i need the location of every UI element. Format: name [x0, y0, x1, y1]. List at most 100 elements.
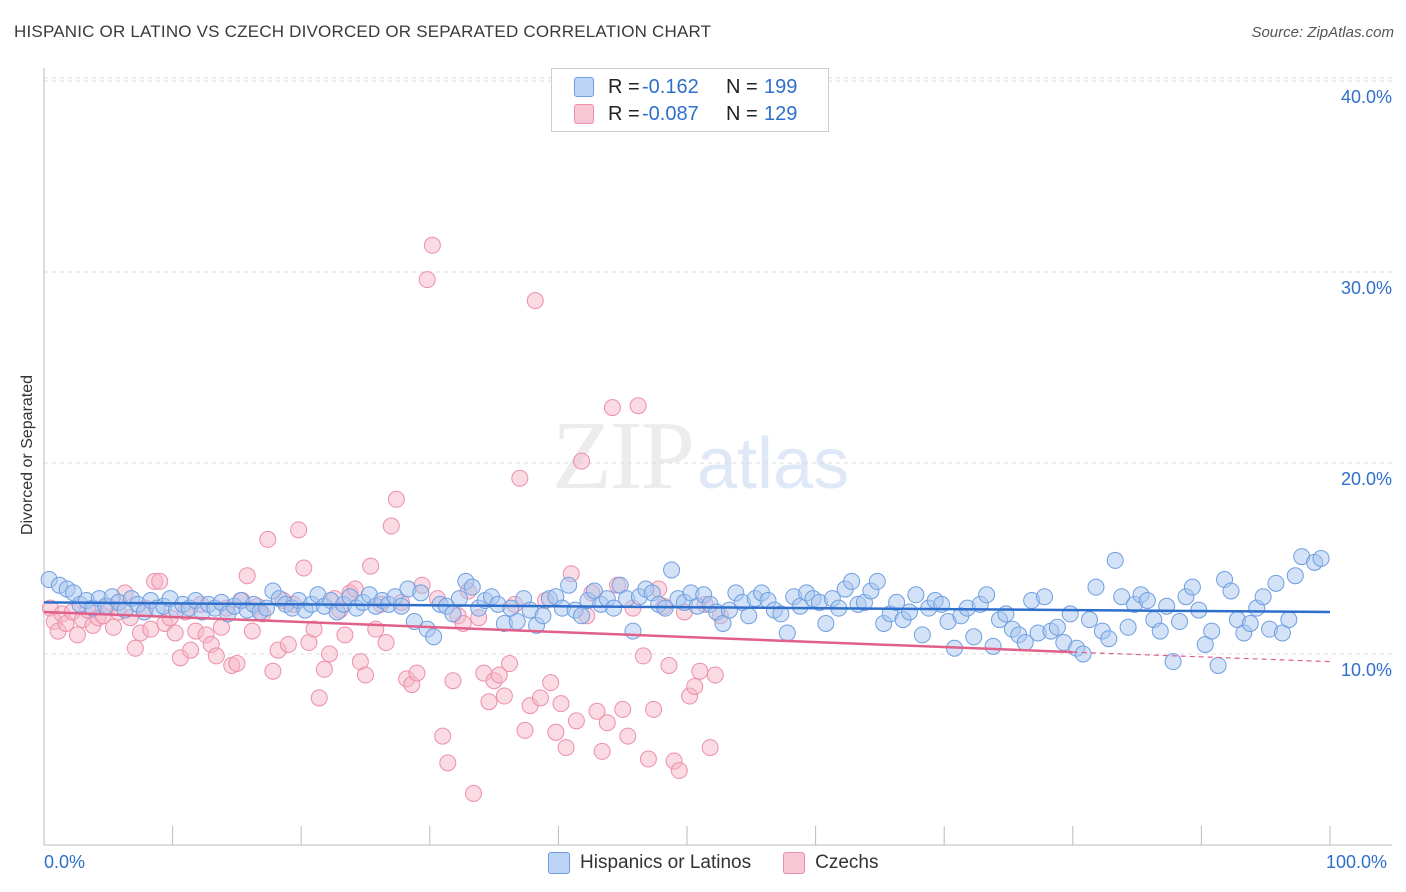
hispanic-point	[463, 578, 481, 596]
hispanic-point	[1138, 592, 1156, 610]
y-tick-label-20: 20.0%	[1340, 469, 1392, 489]
y-tick-label-30: 30.0%	[1340, 278, 1392, 298]
hispanic-point	[1209, 656, 1227, 674]
chart-title: HISPANIC OR LATINO VS CZECH DIVORCED OR …	[14, 22, 712, 41]
correlation-legend: R = -0.162 N = 199 R = -0.087 N = 129	[551, 68, 829, 132]
hispanic-point	[1312, 550, 1330, 567]
hispanic-point	[965, 628, 983, 646]
czech-point	[315, 660, 333, 678]
czech-point	[290, 521, 308, 539]
hispanic-point	[1171, 613, 1189, 631]
hispanic-point	[1241, 614, 1259, 632]
czech-point	[701, 739, 719, 757]
czech-point	[243, 622, 261, 640]
hispanic-point	[534, 607, 552, 625]
pink-swatch-icon	[783, 852, 806, 874]
czech-trend-line	[43, 610, 1073, 654]
hispanic-point	[573, 607, 591, 625]
czech-point	[336, 626, 354, 644]
czech-point	[166, 624, 184, 642]
legend-label-czechs: Czechs	[815, 852, 879, 873]
hispanic-point	[868, 572, 886, 590]
hispanic-point	[425, 628, 443, 646]
czech-point	[573, 452, 591, 470]
hispanic-point	[605, 599, 623, 617]
czech-point	[495, 687, 513, 705]
legend-row-blue: R = -0.162 N = 199	[574, 76, 797, 98]
czech-point	[501, 655, 519, 673]
czech-point	[238, 567, 256, 585]
r-label: R =	[608, 102, 640, 125]
czech-point	[465, 784, 483, 802]
y-tick-label-10: 10.0%	[1340, 660, 1392, 680]
legend-row-pink: R = -0.087 N = 129	[574, 103, 797, 125]
czech-point	[614, 700, 632, 718]
czech-point	[634, 647, 652, 665]
hispanic-point	[412, 584, 430, 602]
legend-item-hispanics: Hispanics or Latinos	[548, 852, 751, 874]
czech-point	[126, 639, 144, 657]
czech-point	[387, 490, 405, 508]
hispanic-point	[450, 590, 468, 608]
hispanic-point	[1106, 551, 1124, 569]
y-tick-label-40: 40.0%	[1340, 87, 1392, 107]
hispanic-point	[978, 586, 996, 604]
hispanic-point	[663, 561, 681, 579]
czech-point	[511, 469, 529, 487]
czech-point	[320, 645, 338, 663]
czech-point	[547, 723, 565, 741]
czech-point	[516, 721, 534, 739]
hispanic-point	[444, 605, 462, 623]
czech-point	[207, 647, 225, 665]
hispanic-point	[1286, 567, 1304, 585]
czech-point	[259, 530, 277, 548]
hispanic-point	[1151, 622, 1169, 640]
czech-point	[691, 662, 709, 680]
czech-point	[670, 762, 688, 780]
hispanic-point	[1081, 611, 1099, 629]
czech-point	[567, 712, 585, 730]
czech-point	[619, 727, 637, 745]
czech-point	[480, 693, 498, 711]
czech-point	[362, 557, 380, 575]
czech-point	[182, 641, 200, 659]
czech-point	[279, 635, 297, 653]
czech-point	[423, 236, 441, 254]
hispanic-point	[913, 626, 931, 644]
blue-swatch-icon	[574, 77, 594, 97]
r-label: R =	[608, 75, 640, 98]
hispanic-point	[1222, 582, 1240, 600]
czech-point	[526, 292, 544, 310]
czech-point	[408, 664, 426, 682]
hispanic-point	[778, 624, 796, 642]
czech-point	[228, 655, 246, 673]
czech-point	[310, 689, 328, 707]
czech-point	[439, 754, 457, 772]
czech-point	[552, 695, 570, 713]
hispanic-point	[772, 605, 790, 623]
hispanic-point	[900, 603, 918, 621]
n-label: N =	[726, 102, 758, 125]
hispanic-point	[817, 614, 835, 632]
source-credit: Source: ZipAtlas.com	[1251, 24, 1394, 41]
czech-point	[418, 271, 436, 289]
czech-point	[142, 620, 160, 638]
czech-point	[377, 634, 395, 652]
czech-point	[542, 674, 560, 692]
czech-point	[629, 397, 647, 415]
hispanic-point	[1254, 588, 1272, 606]
czech-point	[557, 739, 575, 757]
n-value-pink: 129	[764, 102, 798, 125]
czech-point	[264, 662, 282, 680]
czech-point	[151, 572, 169, 590]
hispanic-point	[508, 613, 526, 631]
hispanic-point	[1036, 588, 1054, 606]
czech-point	[357, 666, 374, 684]
hispanic-point	[1119, 618, 1137, 636]
czech-point	[660, 656, 678, 674]
hispanic-point	[1061, 605, 1079, 623]
hispanic-point	[1100, 630, 1118, 648]
blue-swatch-icon	[548, 852, 570, 874]
n-label: N =	[726, 75, 758, 98]
